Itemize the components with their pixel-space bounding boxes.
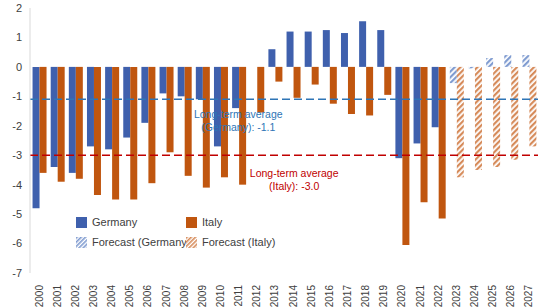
svg-text:2013: 2013 [269,285,280,307]
svg-text:2021: 2021 [415,285,426,307]
svg-text:2024: 2024 [469,285,480,307]
svg-text:-5: -5 [12,208,22,220]
html-text:Forecast (Italy): Forecast (Italy) [202,236,276,248]
svg-text:2026: 2026 [505,285,516,307]
svg-text:2015: 2015 [306,285,317,307]
svg-text:2010: 2010 [215,285,226,307]
svg-text:2003: 2003 [88,285,99,307]
svg-text:2001: 2001 [52,285,63,307]
svg-text:2027: 2027 [523,285,534,307]
html-text:Germany: Germany [92,216,138,228]
svg-text:2025: 2025 [487,285,498,307]
svg-text:2014: 2014 [288,285,299,307]
svg-text:Long-term average(Germany): -1: Long-term average(Germany): -1.1 [194,108,283,133]
svg-text:1: 1 [16,31,22,43]
svg-text:2011: 2011 [233,285,244,307]
svg-text:2004: 2004 [106,285,117,307]
svg-text:2000: 2000 [34,285,45,307]
svg-text:2018: 2018 [360,285,371,307]
svg-text:2020: 2020 [396,285,407,307]
svg-text:-4: -4 [12,179,22,191]
svg-text:2017: 2017 [342,285,353,307]
svg-text:-1: -1 [12,90,22,102]
svg-text:2022: 2022 [433,285,444,307]
svg-text:2: 2 [16,2,22,14]
svg-text:2019: 2019 [378,285,389,307]
svg-text:2008: 2008 [179,285,190,307]
html-text:Forecast (Germany): Forecast (Germany) [92,236,191,248]
svg-text:-6: -6 [12,237,22,249]
svg-text:2023: 2023 [451,285,462,307]
svg-text:-2: -2 [12,120,22,132]
svg-text:Long-term average(Italy): -3.0: Long-term average(Italy): -3.0 [250,167,339,192]
svg-text:2009: 2009 [197,285,208,307]
svg-text:2007: 2007 [161,285,172,307]
svg-text:0: 0 [16,61,22,73]
svg-text:2002: 2002 [70,285,81,307]
html-text:Italy: Italy [202,216,223,228]
svg-text:-3: -3 [12,149,22,161]
svg-text:-7: -7 [12,267,22,279]
svg-text:2006: 2006 [142,285,153,307]
svg-text:2005: 2005 [124,285,135,307]
svg-text:2016: 2016 [324,285,335,307]
svg-text:2012: 2012 [251,285,262,307]
